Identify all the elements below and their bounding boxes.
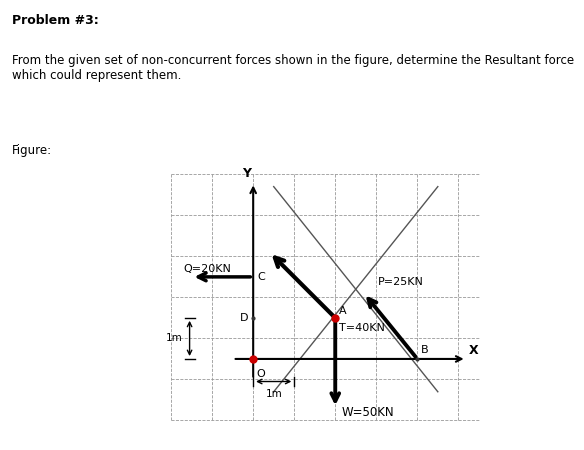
Text: W=50KN: W=50KN	[342, 406, 394, 419]
Text: Q=20KN: Q=20KN	[183, 264, 231, 274]
Text: B: B	[420, 345, 428, 355]
Text: A: A	[339, 306, 347, 316]
Text: From the given set of non-concurrent forces shown in the figure, determine the R: From the given set of non-concurrent for…	[12, 54, 574, 82]
Text: Figure:: Figure:	[12, 144, 52, 157]
Text: T=40KN: T=40KN	[339, 323, 385, 333]
Text: D: D	[240, 313, 248, 323]
Text: Y: Y	[242, 167, 251, 180]
Text: 1m: 1m	[265, 389, 282, 399]
Text: P=25KN: P=25KN	[378, 277, 424, 287]
Text: X: X	[468, 344, 478, 357]
Text: 1m: 1m	[165, 333, 182, 343]
Text: O: O	[256, 369, 265, 379]
Text: C: C	[258, 272, 265, 282]
Text: Problem #3:: Problem #3:	[12, 14, 99, 27]
